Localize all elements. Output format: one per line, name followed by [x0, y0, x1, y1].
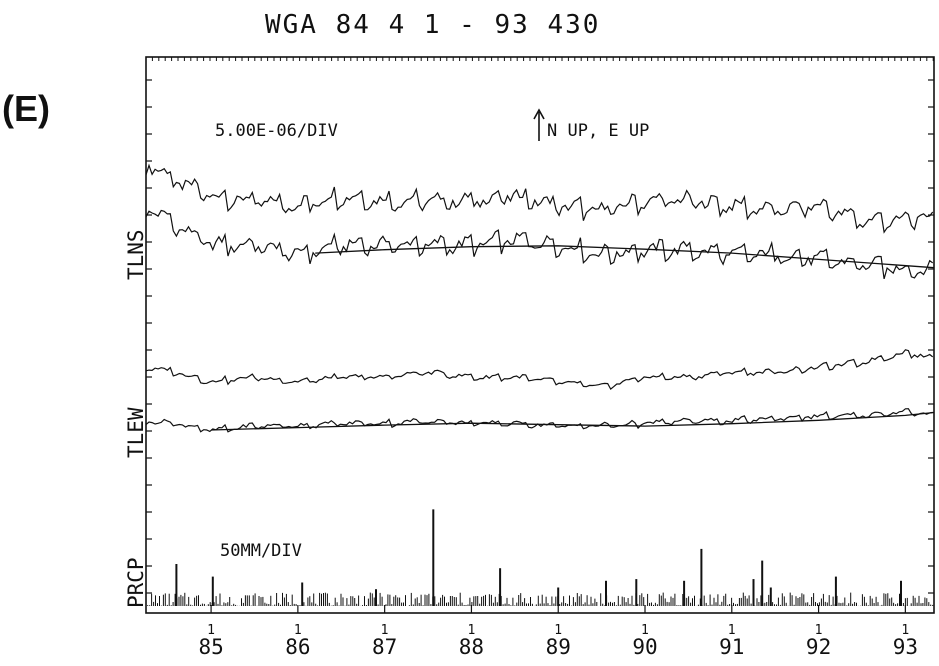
- series-tlew-observed: [145, 349, 934, 391]
- series-tlns-residual: [145, 209, 934, 280]
- series-tlew-trend: [211, 411, 935, 431]
- x-tick-superscript: 1: [554, 623, 562, 638]
- x-tick-label: 87: [372, 635, 397, 659]
- x-tick-label: 89: [546, 635, 571, 659]
- x-tick-label: 92: [806, 635, 831, 659]
- series-layer: [145, 163, 935, 433]
- prcp-axis-label: PRCP: [124, 557, 148, 608]
- plot-frame: [145, 56, 935, 614]
- chart-title: WGA 84 4 1 - 93 430: [265, 10, 601, 40]
- x-tick-label: 90: [632, 635, 657, 659]
- direction-annotation: N UP, E UP: [547, 121, 649, 141]
- x-tick-label: 93: [893, 635, 918, 659]
- tlns-axis-label: TLNS: [124, 229, 148, 280]
- panel-label: (E): [2, 88, 50, 129]
- scale-precip-annotation: 50MM/DIV: [220, 541, 302, 561]
- x-tick-superscript: 1: [901, 623, 909, 638]
- series-tlew-residual: [145, 408, 933, 433]
- x-tick-label: 85: [198, 635, 223, 659]
- frame-ticks: [145, 57, 934, 594]
- x-tick-superscript: 1: [641, 623, 649, 638]
- scale-tilt-annotation: 5.00E-06/DIV: [215, 121, 338, 141]
- x-tick-superscript: 1: [728, 623, 736, 638]
- x-tick-superscript: 1: [815, 623, 823, 638]
- x-tick-label: 86: [285, 635, 310, 659]
- up-arrow-icon: [533, 108, 545, 141]
- series-tlns-observed: [145, 163, 934, 234]
- x-tick-superscript: 1: [207, 623, 215, 638]
- x-tick-label: 88: [459, 635, 484, 659]
- tlew-axis-label: TLEW: [124, 407, 148, 458]
- series-tlns-trend: [315, 245, 935, 269]
- precipitation-bars: [147, 509, 934, 606]
- x-tick-superscript: 1: [294, 623, 302, 638]
- x-tick-superscript: 1: [467, 623, 475, 638]
- x-tick-label: 91: [719, 635, 744, 659]
- x-tick-superscript: 1: [381, 623, 389, 638]
